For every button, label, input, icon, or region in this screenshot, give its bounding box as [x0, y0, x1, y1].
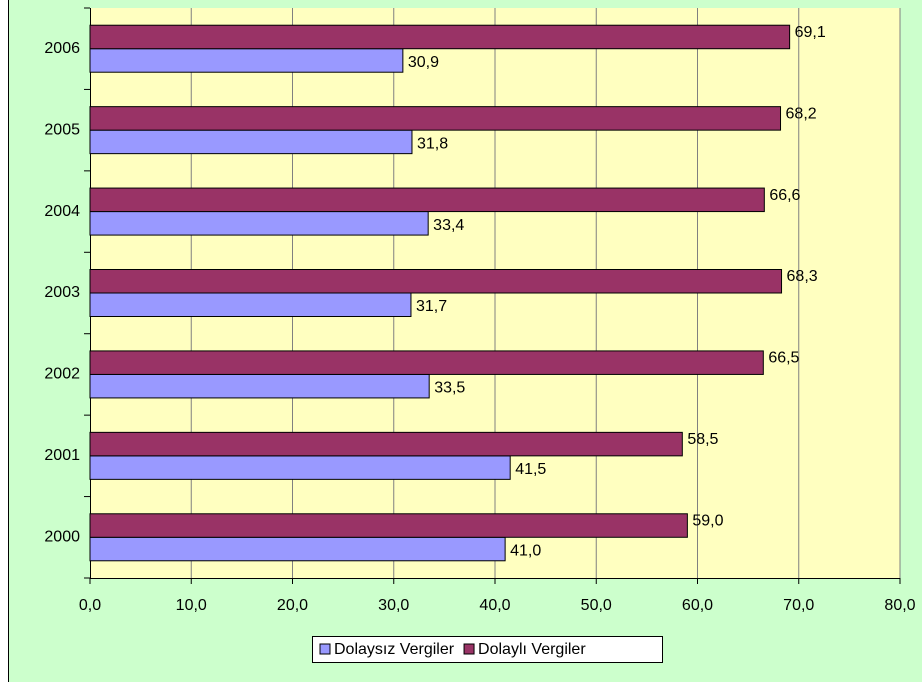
x-tick-label: 60,0	[682, 597, 713, 614]
bar	[89, 269, 783, 294]
bar	[89, 24, 791, 50]
bar	[89, 455, 511, 480]
bar	[89, 48, 404, 73]
x-tick-label: 10,0	[176, 597, 207, 614]
bar	[89, 129, 413, 155]
value-label: 30,9	[408, 54, 439, 71]
bar	[89, 373, 430, 399]
value-label: 41,5	[515, 461, 546, 478]
value-label: 68,3	[787, 268, 818, 285]
y-tick-label: 2004	[44, 203, 80, 220]
value-label: 33,4	[433, 217, 464, 234]
legend-swatch	[463, 643, 475, 655]
bar	[89, 536, 506, 562]
value-label: 69,1	[795, 24, 826, 41]
legend	[312, 636, 663, 663]
x-tick-label: 20,0	[277, 597, 308, 614]
x-tick-label: 40,0	[479, 597, 510, 614]
x-tick-label: 30,0	[378, 597, 409, 614]
x-tick-label: 70,0	[783, 597, 814, 614]
value-label: 33,5	[434, 380, 465, 397]
y-tick-label: 2006	[44, 40, 80, 57]
bar	[89, 211, 429, 236]
value-label: 68,2	[786, 105, 817, 122]
bar	[89, 513, 688, 538]
value-label: 58,5	[687, 431, 718, 448]
y-tick-label: 2002	[44, 366, 80, 383]
y-tick-label: 2003	[44, 284, 80, 301]
y-tick-label: 2005	[44, 121, 80, 138]
bar	[89, 292, 412, 317]
legend-label: Dolaysız Vergiler	[334, 641, 455, 658]
x-tick-label: 80,0	[884, 597, 915, 614]
bar	[89, 187, 765, 213]
x-tick-label: 50,0	[581, 597, 612, 614]
value-label: 66,6	[769, 187, 800, 204]
bar	[89, 106, 782, 131]
bar	[89, 350, 764, 375]
y-tick-label: 2001	[44, 447, 80, 464]
value-label: 59,0	[692, 513, 723, 530]
x-tick-label: 0,0	[79, 597, 101, 614]
legend-label: Dolaylı Vergiler	[478, 641, 586, 658]
legend-swatch	[319, 643, 331, 655]
value-label: 31,7	[416, 298, 447, 315]
value-label: 66,5	[768, 350, 799, 367]
bar	[89, 431, 683, 457]
value-label: 31,8	[417, 135, 448, 152]
y-tick-label: 2000	[44, 529, 80, 546]
value-label: 41,0	[510, 543, 541, 560]
